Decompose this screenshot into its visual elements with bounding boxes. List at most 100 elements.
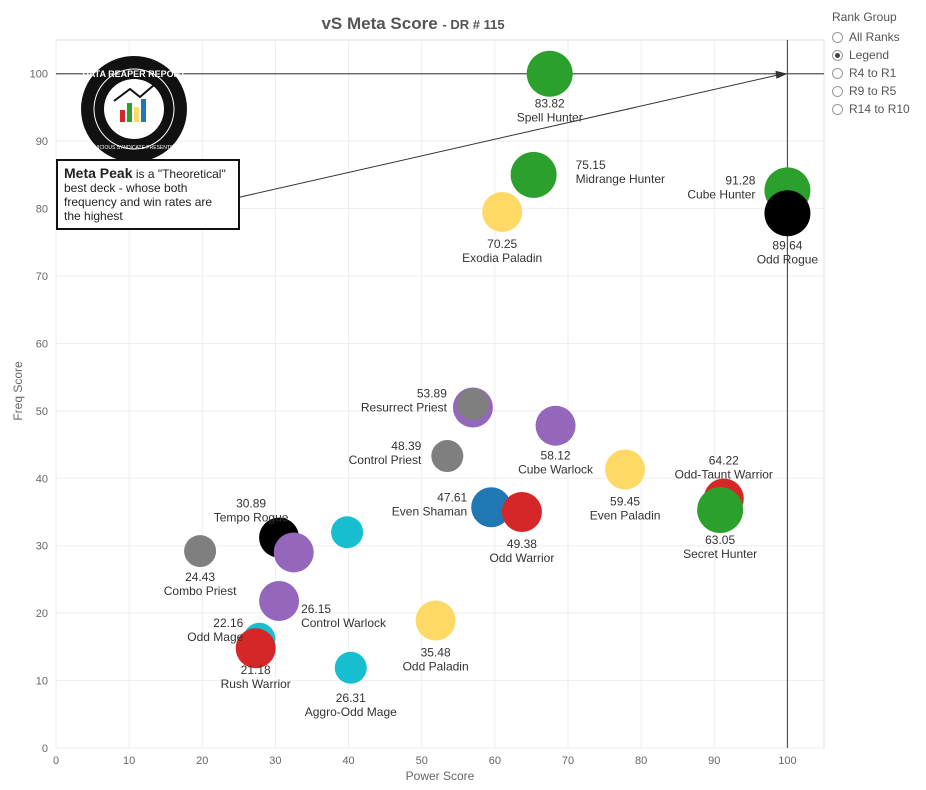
data-point[interactable] bbox=[526, 50, 573, 97]
y-tick-label: 20 bbox=[36, 608, 48, 620]
legend-option-0[interactable]: All Ranks bbox=[832, 28, 910, 46]
logo-text-top: DATA REAPER REPORT bbox=[82, 69, 186, 79]
data-label-score: 21.18 bbox=[241, 663, 271, 677]
x-tick-label: 30 bbox=[269, 755, 281, 767]
radio-button-icon[interactable] bbox=[832, 49, 843, 61]
data-label-score: 91.28 bbox=[725, 173, 755, 187]
y-tick-label: 50 bbox=[36, 406, 48, 418]
arrow-head-icon bbox=[775, 70, 788, 79]
legend-option-label: R4 to R1 bbox=[849, 66, 897, 80]
grid bbox=[55, 39, 825, 749]
y-tick-label: 90 bbox=[36, 136, 48, 148]
y-tick-label: 0 bbox=[42, 743, 48, 755]
data-point[interactable] bbox=[605, 449, 646, 490]
legend-option-label: R9 to R5 bbox=[849, 84, 897, 98]
reference-lines bbox=[56, 40, 824, 748]
x-tick-label: 10 bbox=[123, 755, 135, 767]
data-label-score: 70.25 bbox=[487, 237, 517, 251]
y-axis-ticks: 0 10 20 30 40 50 60 70 80 90 100 bbox=[30, 69, 48, 755]
data-label-score: 64.22 bbox=[709, 454, 739, 468]
annotation-bold: Meta Peak bbox=[64, 165, 133, 181]
x-tick-label: 60 bbox=[489, 755, 501, 767]
data-point[interactable] bbox=[482, 191, 523, 232]
data-point[interactable] bbox=[273, 532, 314, 573]
data-point[interactable] bbox=[510, 151, 557, 198]
data-point[interactable] bbox=[415, 600, 456, 641]
data-label-name: Aggro-Odd Mage bbox=[305, 705, 397, 719]
data-label-score: 63.05 bbox=[705, 533, 735, 547]
data-label-name: Odd Rogue bbox=[757, 252, 819, 266]
x-axis-label: Power Score bbox=[406, 769, 475, 783]
data-label-score: 22.16 bbox=[213, 616, 243, 630]
data-label-score: 83.82 bbox=[535, 97, 565, 111]
data-label-name: Even Shaman bbox=[392, 504, 467, 518]
data-label-score: 30.89 bbox=[236, 497, 266, 511]
y-tick-label: 10 bbox=[36, 676, 48, 688]
data-point[interactable] bbox=[535, 405, 576, 446]
chart-title: vS Meta Score - DR # 115 bbox=[0, 14, 826, 34]
data-label-score: 89.64 bbox=[772, 238, 802, 252]
annotation-text: is a "Theoretical" best deck - whose bot… bbox=[64, 167, 226, 223]
radio-button-icon[interactable] bbox=[832, 31, 843, 43]
data-point[interactable] bbox=[501, 492, 542, 532]
data-point[interactable] bbox=[764, 190, 811, 237]
data-label-score: 47.61 bbox=[437, 490, 467, 504]
data-label-name: Spell Hunter bbox=[517, 111, 583, 125]
data-point[interactable] bbox=[697, 486, 744, 533]
data-label-score: 26.31 bbox=[336, 691, 366, 705]
x-tick-label: 90 bbox=[708, 755, 720, 767]
legend-items: All Ranks Legend R4 to R1 R9 to R5 R14 to R1… bbox=[832, 28, 910, 118]
legend-option-label: All Ranks bbox=[849, 30, 900, 44]
legend-option-label: R14 to R10 bbox=[849, 102, 910, 116]
data-label-name: Odd Mage bbox=[187, 630, 243, 644]
legend-option-4[interactable]: R14 to R10 bbox=[832, 100, 910, 118]
data-label-score: 58.12 bbox=[541, 449, 571, 463]
radio-button-icon[interactable] bbox=[832, 85, 843, 97]
data-label-score: 59.45 bbox=[610, 495, 640, 509]
legend-option-3[interactable]: R9 to R5 bbox=[832, 82, 910, 100]
data-label-name: Rush Warrior bbox=[221, 677, 291, 691]
data-point[interactable] bbox=[184, 535, 217, 568]
annotation-arrow bbox=[235, 73, 784, 199]
data-label-name: Control Priest bbox=[349, 453, 422, 467]
x-tick-label: 0 bbox=[53, 755, 59, 767]
data-point[interactable] bbox=[456, 388, 489, 421]
x-tick-label: 40 bbox=[342, 755, 354, 767]
data-label-name: Odd-Taunt Warrior bbox=[675, 468, 773, 482]
data-label-name: Cube Warlock bbox=[518, 463, 594, 477]
data-label-score: 48.39 bbox=[391, 439, 421, 453]
data-point[interactable] bbox=[471, 487, 512, 528]
data-label-name: Resurrect Priest bbox=[361, 400, 448, 414]
data-label-score: 75.15 bbox=[576, 158, 606, 172]
y-tick-label: 30 bbox=[36, 541, 48, 553]
rank-group-legend: Rank Group All Ranks Legend R4 to R1 R9 to … bbox=[832, 10, 910, 118]
data-label-name: Combo Priest bbox=[164, 584, 237, 598]
chart-subtitle: - DR # 115 bbox=[442, 17, 505, 32]
legend-option-label: Legend bbox=[849, 48, 890, 62]
data-point[interactable] bbox=[259, 581, 300, 622]
x-tick-label: 100 bbox=[778, 755, 796, 767]
data-label-name: Odd Paladin bbox=[403, 660, 469, 674]
radio-button-icon[interactable] bbox=[832, 103, 843, 115]
data-label-score: 49.38 bbox=[507, 537, 537, 551]
data-label-name: Odd Warrior bbox=[489, 551, 554, 565]
data-point[interactable] bbox=[235, 628, 276, 669]
legend-title: Rank Group bbox=[832, 10, 897, 24]
data-label-score: 35.48 bbox=[421, 646, 451, 660]
radio-button-icon[interactable] bbox=[832, 67, 843, 79]
legend-option-1[interactable]: Legend bbox=[832, 46, 910, 64]
data-label-score: 24.43 bbox=[185, 570, 215, 584]
logo-text-bottom: VICIOUS SYNDICATE PRESENTS bbox=[95, 145, 174, 151]
data-label-name: Midrange Hunter bbox=[576, 172, 665, 186]
data-label-name: Tempo Rogue bbox=[214, 511, 289, 525]
data-label-name: Cube Hunter bbox=[687, 187, 755, 201]
y-tick-label: 40 bbox=[36, 473, 48, 485]
data-point[interactable] bbox=[331, 516, 364, 549]
data-reaper-report-logo: DATA REAPER REPORT VICIOUS SYNDICATE PRE… bbox=[80, 55, 188, 163]
data-point[interactable] bbox=[431, 440, 464, 473]
chart-title-main: vS Meta Score bbox=[321, 14, 438, 33]
legend-option-2[interactable]: R4 to R1 bbox=[832, 64, 910, 82]
x-tick-label: 80 bbox=[635, 755, 647, 767]
x-tick-label: 70 bbox=[562, 755, 574, 767]
data-point[interactable] bbox=[334, 651, 367, 684]
